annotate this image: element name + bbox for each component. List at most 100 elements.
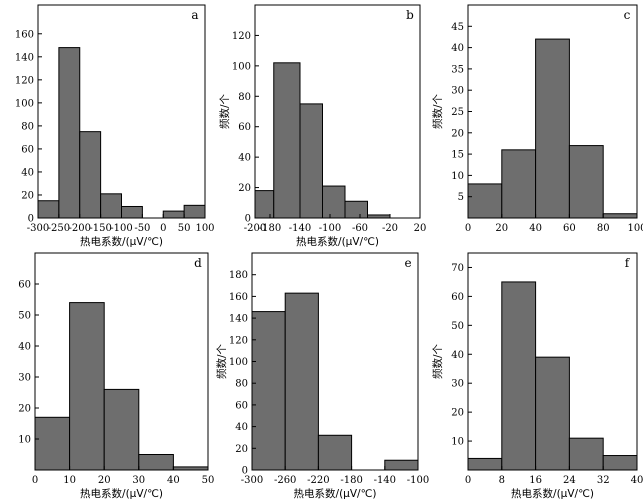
bar-b-2 <box>299 103 323 219</box>
y-tick-label-a: 120 <box>15 75 34 86</box>
y-tick-label-c: 40 <box>451 43 464 54</box>
y-tick-label-f: 50 <box>451 321 464 332</box>
x-tick-label-a: -250 <box>48 223 70 234</box>
x-tick-label-a: -300 <box>27 223 49 234</box>
x-tick-label-b: -20 <box>382 223 398 234</box>
y-tick-label-f: 70 <box>451 263 464 274</box>
x-axis-title-f: 热电系数/(μV/℃) <box>511 487 594 500</box>
bar-c-1 <box>501 149 537 219</box>
x-tick-label-e: -220 <box>307 475 329 486</box>
y-tick-label-c: 20 <box>451 128 464 139</box>
bar-f-4 <box>602 455 638 471</box>
bar-f-3 <box>568 437 604 471</box>
y-tick-label-f: 40 <box>451 350 464 361</box>
bar-d-3 <box>138 454 174 471</box>
y-tick-label-d: 60 <box>18 280 31 291</box>
x-tick-label-b: -60 <box>352 223 368 234</box>
y-axis-title-c: 频数/个 <box>431 93 444 129</box>
panel-letter-a: a <box>191 8 198 22</box>
panel-letter-b: b <box>406 8 414 22</box>
y-tick-label-e: 20 <box>235 444 248 455</box>
y-axis-title-f: 频数/个 <box>431 343 444 379</box>
x-tick-label-c: 0 <box>465 223 471 234</box>
x-axis-title-a: 热电系数/(μV/℃) <box>80 235 163 248</box>
x-tick-label-d: 20 <box>98 475 111 486</box>
y-tick-label-e: 160 <box>229 292 248 303</box>
y-tick-label-d: 10 <box>18 435 31 446</box>
bar-d-1 <box>69 302 105 471</box>
y-tick-label-b: 0 <box>245 214 251 225</box>
y-tick-label-b: 120 <box>232 31 251 42</box>
y-tick-label-e: 80 <box>235 379 248 390</box>
bar-a-1 <box>58 47 81 219</box>
x-tick-label-d: 30 <box>132 475 145 486</box>
x-tick-label-d: 0 <box>32 475 38 486</box>
x-axis-title-d: 热电系数/(μV/℃) <box>80 487 163 500</box>
x-tick-label-f: 0 <box>465 475 471 486</box>
bar-c-3 <box>568 145 604 219</box>
x-tick-label-b: -100 <box>319 223 341 234</box>
y-tick-label-d: 50 <box>18 311 31 322</box>
bar-a-2 <box>79 131 102 219</box>
x-tick-label-e: -140 <box>374 475 396 486</box>
x-tick-label-d: 10 <box>63 475 76 486</box>
bar-d-2 <box>103 388 140 471</box>
bar-a-0 <box>37 200 60 219</box>
y-tick-label-c: 25 <box>451 107 464 118</box>
chart-panel-f: 10 20 30 40 50 60 70 0 8 16 24 32 40 f 热电系数/(μV/℃) 频数/个 <box>431 252 643 500</box>
y-tick-label-c: 10 <box>451 171 464 182</box>
y-tick-label-a: 0 <box>28 214 34 225</box>
y-tick-label-f: 20 <box>451 408 464 419</box>
y-tick-label-a: 100 <box>15 98 34 109</box>
plot-frame-d <box>34 252 209 471</box>
x-tick-label-a: 100 <box>195 223 214 234</box>
bar-b-4 <box>344 200 368 219</box>
y-tick-label-e: 120 <box>229 335 248 346</box>
plot-frame-f <box>467 252 638 471</box>
y-tick-label-e: 60 <box>235 400 248 411</box>
x-tick-label-f: 32 <box>597 475 610 486</box>
y-tick-label-c: 15 <box>451 150 464 161</box>
y-tick-label-f: 60 <box>451 292 464 303</box>
y-axis-title-e: 频数/个 <box>215 343 228 379</box>
y-tick-label-b: 40 <box>238 153 251 164</box>
x-tick-label-b: 20 <box>414 223 427 234</box>
bar-c-4 <box>602 213 638 219</box>
y-tick-label-d: 40 <box>18 342 31 353</box>
x-tick-label-f: 40 <box>631 475 643 486</box>
bar-e-1 <box>284 292 319 471</box>
y-tick-label-d: 20 <box>18 404 31 415</box>
chart-panel-a: 0 20 40 60 80 100 120 140 160 -300-250-200-150-10… <box>15 4 215 248</box>
x-tick-label-a: 0 <box>160 223 166 234</box>
x-tick-label-f: 24 <box>563 475 576 486</box>
bar-a-6 <box>162 210 185 219</box>
y-tick-label-a: 80 <box>21 121 34 132</box>
x-tick-label-c: 100 <box>627 223 643 234</box>
x-tick-label-a: -200 <box>69 223 91 234</box>
y-tick-label-c: 30 <box>451 86 464 97</box>
x-tick-label-b: -140 <box>289 223 311 234</box>
y-tick-label-a: 20 <box>21 190 34 201</box>
x-tick-label-f: 8 <box>499 475 505 486</box>
y-tick-label-a: 160 <box>15 29 34 40</box>
bar-c-2 <box>535 38 570 219</box>
panel-letter-d: d <box>194 256 202 270</box>
chart-panel-d: 10 20 30 40 50 60 0 10 20 30 40 50 d 热电系数/(μV/℃) <box>18 252 215 500</box>
panel-letter-f: f <box>625 256 631 270</box>
x-tick-label-c: 20 <box>495 223 508 234</box>
y-tick-label-e: 40 <box>235 422 248 433</box>
x-axis-title-e: 热电系数/(μV/℃) <box>294 487 377 500</box>
bar-a-4 <box>121 205 143 219</box>
x-tick-label-e: -260 <box>274 475 296 486</box>
bar-b-0 <box>254 190 275 219</box>
bar-b-1 <box>273 62 301 219</box>
y-tick-label-b: 20 <box>238 183 251 194</box>
x-tick-label-d: 50 <box>202 475 215 486</box>
y-tick-label-c: 35 <box>451 64 464 75</box>
bar-e-2 <box>317 434 353 471</box>
y-tick-label-e: 100 <box>229 357 248 368</box>
x-tick-label-c: 40 <box>529 223 542 234</box>
y-tick-label-a: 60 <box>21 144 34 155</box>
x-axis-title-b: 热电系数/(μV/℃) <box>296 235 379 248</box>
